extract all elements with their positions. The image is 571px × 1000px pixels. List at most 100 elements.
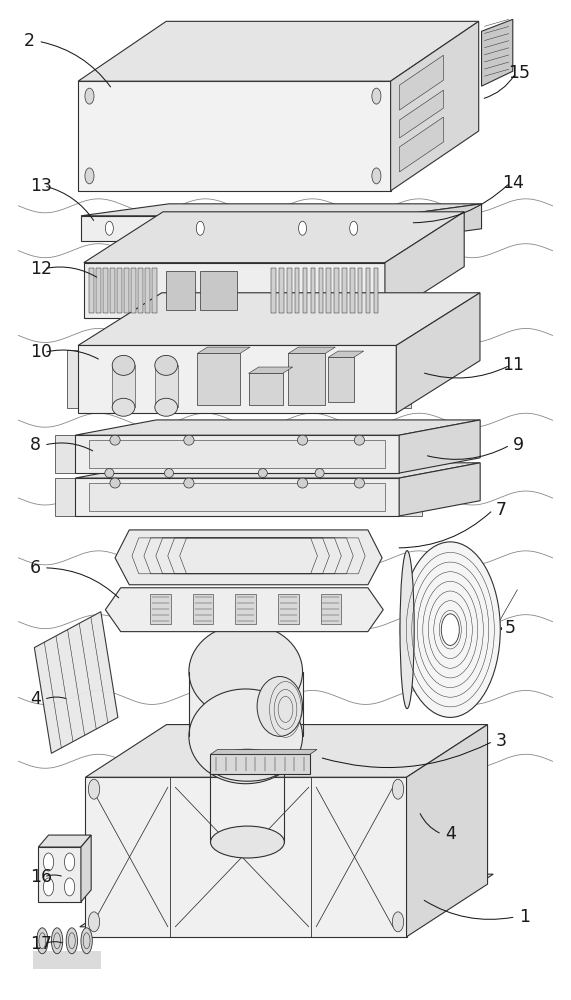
Ellipse shape bbox=[112, 398, 135, 416]
Circle shape bbox=[85, 88, 94, 104]
Text: 14: 14 bbox=[502, 174, 524, 192]
Polygon shape bbox=[327, 268, 331, 313]
Polygon shape bbox=[278, 594, 299, 624]
Polygon shape bbox=[96, 268, 101, 313]
Polygon shape bbox=[110, 268, 115, 313]
Polygon shape bbox=[407, 725, 488, 937]
Ellipse shape bbox=[110, 478, 120, 488]
Ellipse shape bbox=[81, 928, 93, 954]
Polygon shape bbox=[131, 268, 136, 313]
Text: 1: 1 bbox=[519, 908, 530, 926]
Polygon shape bbox=[235, 594, 256, 624]
Polygon shape bbox=[103, 268, 108, 313]
Text: 12: 12 bbox=[30, 260, 52, 278]
Polygon shape bbox=[287, 268, 292, 313]
Polygon shape bbox=[166, 271, 195, 310]
Polygon shape bbox=[396, 293, 480, 413]
Ellipse shape bbox=[297, 478, 308, 488]
Polygon shape bbox=[34, 612, 118, 753]
Polygon shape bbox=[334, 268, 339, 313]
Polygon shape bbox=[385, 212, 464, 318]
Polygon shape bbox=[198, 353, 240, 405]
Ellipse shape bbox=[315, 469, 324, 478]
Polygon shape bbox=[78, 293, 480, 345]
Circle shape bbox=[65, 853, 75, 871]
Polygon shape bbox=[86, 777, 407, 937]
Ellipse shape bbox=[354, 478, 364, 488]
Polygon shape bbox=[399, 420, 480, 473]
Ellipse shape bbox=[184, 435, 194, 445]
Ellipse shape bbox=[37, 928, 48, 954]
Ellipse shape bbox=[257, 677, 303, 736]
Polygon shape bbox=[481, 19, 513, 86]
Polygon shape bbox=[84, 263, 385, 318]
Polygon shape bbox=[75, 463, 480, 478]
Polygon shape bbox=[391, 21, 478, 191]
Polygon shape bbox=[124, 268, 128, 313]
Polygon shape bbox=[75, 420, 480, 435]
Polygon shape bbox=[112, 365, 135, 407]
Ellipse shape bbox=[66, 928, 78, 954]
Text: 7: 7 bbox=[496, 501, 507, 519]
Polygon shape bbox=[38, 847, 81, 902]
Polygon shape bbox=[145, 268, 150, 313]
Polygon shape bbox=[288, 353, 325, 405]
Polygon shape bbox=[373, 268, 378, 313]
Polygon shape bbox=[115, 530, 382, 585]
Polygon shape bbox=[248, 367, 293, 373]
Polygon shape bbox=[399, 435, 422, 473]
Polygon shape bbox=[400, 55, 444, 110]
Text: 9: 9 bbox=[513, 436, 524, 454]
Polygon shape bbox=[90, 268, 94, 313]
Polygon shape bbox=[279, 268, 284, 313]
Polygon shape bbox=[350, 268, 355, 313]
Polygon shape bbox=[189, 672, 303, 736]
Polygon shape bbox=[55, 478, 75, 516]
Ellipse shape bbox=[211, 749, 284, 781]
Text: 5: 5 bbox=[505, 619, 516, 637]
Ellipse shape bbox=[184, 478, 194, 488]
Polygon shape bbox=[311, 268, 315, 313]
Text: 11: 11 bbox=[502, 356, 524, 374]
Polygon shape bbox=[150, 594, 171, 624]
Polygon shape bbox=[81, 835, 91, 902]
Ellipse shape bbox=[112, 355, 135, 375]
Polygon shape bbox=[90, 440, 385, 468]
Text: 8: 8 bbox=[30, 436, 41, 454]
Circle shape bbox=[392, 779, 404, 799]
Circle shape bbox=[65, 878, 75, 896]
Text: 4: 4 bbox=[30, 690, 41, 708]
Polygon shape bbox=[90, 483, 385, 511]
Polygon shape bbox=[67, 350, 78, 408]
Polygon shape bbox=[38, 835, 91, 847]
Polygon shape bbox=[138, 268, 143, 313]
Text: 4: 4 bbox=[445, 825, 456, 843]
Circle shape bbox=[441, 614, 459, 645]
Circle shape bbox=[89, 779, 100, 799]
Ellipse shape bbox=[297, 435, 308, 445]
Polygon shape bbox=[117, 268, 122, 313]
Polygon shape bbox=[198, 347, 250, 353]
Ellipse shape bbox=[258, 469, 267, 478]
Polygon shape bbox=[288, 347, 335, 353]
Polygon shape bbox=[211, 750, 317, 754]
Polygon shape bbox=[365, 268, 370, 313]
Polygon shape bbox=[396, 350, 411, 408]
Polygon shape bbox=[78, 21, 478, 81]
Polygon shape bbox=[328, 351, 364, 357]
Circle shape bbox=[400, 542, 500, 717]
Polygon shape bbox=[152, 268, 156, 313]
Polygon shape bbox=[86, 725, 488, 777]
Ellipse shape bbox=[155, 398, 178, 416]
Polygon shape bbox=[33, 951, 101, 969]
Circle shape bbox=[372, 168, 381, 184]
Polygon shape bbox=[358, 268, 363, 313]
Polygon shape bbox=[80, 874, 493, 927]
Polygon shape bbox=[342, 268, 347, 313]
Polygon shape bbox=[78, 81, 391, 191]
Polygon shape bbox=[303, 268, 307, 313]
Ellipse shape bbox=[155, 355, 178, 375]
Text: 2: 2 bbox=[24, 32, 35, 50]
Polygon shape bbox=[399, 478, 422, 516]
Text: 17: 17 bbox=[30, 935, 52, 953]
